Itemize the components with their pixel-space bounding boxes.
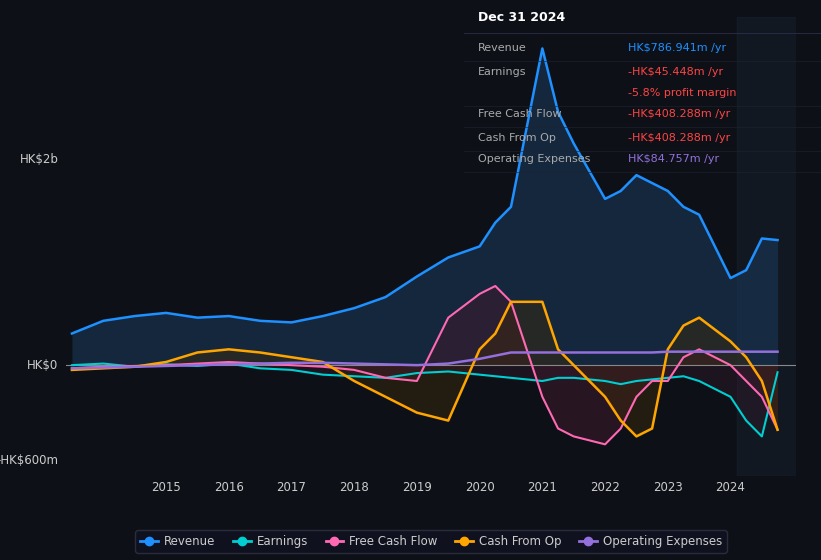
Text: HK$84.757m /yr: HK$84.757m /yr	[628, 154, 719, 164]
Text: HK$786.941m /yr: HK$786.941m /yr	[628, 43, 727, 53]
Text: Cash From Op: Cash From Op	[478, 133, 556, 143]
Text: HK$0: HK$0	[27, 358, 58, 372]
Text: -HK$600m: -HK$600m	[0, 454, 58, 466]
Text: -5.8% profit margin: -5.8% profit margin	[628, 88, 736, 98]
Text: Revenue: Revenue	[478, 43, 527, 53]
Text: Free Cash Flow: Free Cash Flow	[478, 109, 562, 119]
Text: Operating Expenses: Operating Expenses	[478, 154, 590, 164]
Text: Earnings: Earnings	[478, 67, 526, 77]
Text: -HK$45.448m /yr: -HK$45.448m /yr	[628, 67, 723, 77]
Text: -HK$408.288m /yr: -HK$408.288m /yr	[628, 133, 731, 143]
Text: Dec 31 2024: Dec 31 2024	[478, 11, 566, 24]
Bar	[736, 17, 809, 476]
Legend: Revenue, Earnings, Free Cash Flow, Cash From Op, Operating Expenses: Revenue, Earnings, Free Cash Flow, Cash …	[135, 530, 727, 553]
Text: HK$2b: HK$2b	[20, 153, 58, 166]
Text: -HK$408.288m /yr: -HK$408.288m /yr	[628, 109, 731, 119]
